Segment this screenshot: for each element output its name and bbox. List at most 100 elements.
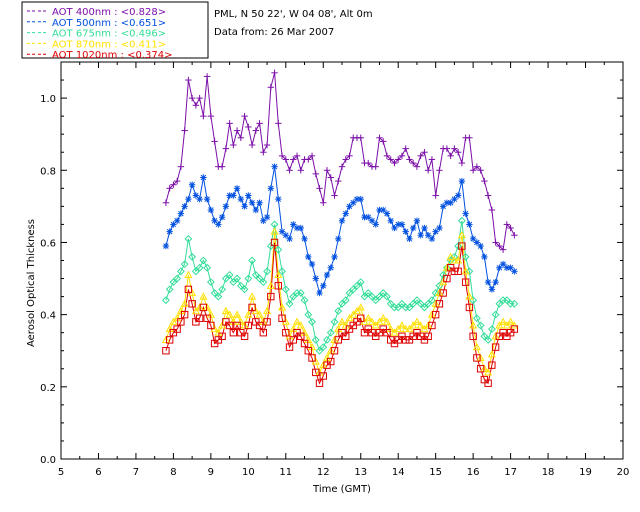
data-point <box>458 177 466 185</box>
data-point <box>461 278 470 286</box>
x-tick-label: 14 <box>392 467 405 478</box>
data-point <box>450 267 459 276</box>
data-point <box>342 156 349 163</box>
data-point <box>225 271 234 279</box>
data-point <box>161 296 170 305</box>
data-point <box>330 347 339 355</box>
data-point <box>428 321 436 330</box>
data-point <box>510 321 519 329</box>
data-point <box>401 336 410 344</box>
data-point <box>188 94 196 102</box>
data-point <box>173 314 182 322</box>
data-point <box>296 321 305 329</box>
data-point <box>177 210 185 217</box>
data-point <box>491 332 500 340</box>
data-point <box>338 217 346 224</box>
data-point <box>229 278 238 287</box>
data-point <box>454 267 462 276</box>
data-point <box>180 299 189 307</box>
data-point <box>282 156 289 163</box>
data-point <box>502 321 511 329</box>
data-point <box>454 256 463 264</box>
data-point <box>233 127 241 134</box>
data-point <box>454 192 462 199</box>
data-point <box>245 192 252 199</box>
data-point <box>271 69 278 77</box>
data-point <box>270 227 279 235</box>
data-point <box>177 163 185 170</box>
data-point <box>263 141 271 149</box>
data-point <box>436 224 443 232</box>
data-point <box>248 199 256 206</box>
data-point <box>256 199 263 206</box>
data-point <box>226 120 233 127</box>
data-point <box>173 274 182 283</box>
x-tick-label: 20 <box>617 467 630 478</box>
data-point <box>495 299 504 308</box>
data-point <box>502 296 511 305</box>
data-point <box>428 296 436 305</box>
data-point <box>162 199 170 206</box>
data-point <box>195 263 204 272</box>
data-point <box>387 217 394 224</box>
data-point <box>484 335 493 344</box>
data-point <box>476 365 485 373</box>
data-point <box>326 328 335 337</box>
data-point <box>322 353 332 362</box>
data-point <box>349 310 358 318</box>
data-point <box>335 177 342 185</box>
data-point <box>431 310 440 319</box>
data-point <box>275 195 282 203</box>
data-point <box>372 221 379 228</box>
data-point <box>335 235 342 243</box>
data-point <box>184 234 193 243</box>
data-point <box>214 292 223 301</box>
data-point <box>341 296 350 305</box>
data-point <box>289 324 298 333</box>
data-point <box>320 199 327 206</box>
axis-ticks: 5 6 7 8 9 10 11 12 13 14 15 16 17 18 19 20 0.0 0.2 0.4 0.6 0… <box>40 62 629 478</box>
data-point <box>371 296 380 305</box>
data-point <box>218 213 226 221</box>
data-point <box>472 342 481 351</box>
data-point <box>188 300 196 308</box>
x-tick-label: 10 <box>242 467 255 478</box>
data-point <box>466 221 473 228</box>
legend-entry: AOT 500nm : <0.651> <box>52 18 166 29</box>
data-point <box>275 120 282 127</box>
data-point <box>173 177 181 185</box>
data-point <box>443 274 451 283</box>
data-point <box>442 263 451 271</box>
data-point <box>285 299 294 308</box>
data-point <box>176 267 185 276</box>
data-point <box>263 267 271 276</box>
x-tick-label: 18 <box>542 467 555 478</box>
series-markers <box>161 69 519 387</box>
data-point <box>162 347 170 355</box>
data-point <box>286 167 293 174</box>
data-point <box>191 306 200 315</box>
x-tick-label: 12 <box>317 467 330 478</box>
y-axis-label: Aerosol Optical Thickness <box>26 219 37 347</box>
data-point <box>259 317 268 325</box>
data-point <box>507 224 514 232</box>
data-point <box>428 156 436 163</box>
y-tick-label: 0.0 <box>40 455 56 466</box>
data-point <box>312 275 319 282</box>
data-point <box>308 354 316 362</box>
data-point <box>402 228 409 235</box>
data-point <box>481 177 488 185</box>
data-point <box>368 292 376 301</box>
data-point <box>480 364 489 372</box>
legend: AOT 400nm : <0.828>AOT 500nm : <0.651>AO… <box>21 1 209 61</box>
data-point <box>416 299 425 308</box>
data-point <box>200 112 207 120</box>
data-point <box>244 274 253 283</box>
data-point <box>185 76 192 84</box>
data-point <box>454 149 462 156</box>
data-point <box>367 317 377 325</box>
data-point <box>315 368 324 376</box>
data-point <box>173 217 181 224</box>
data-point <box>349 285 358 294</box>
